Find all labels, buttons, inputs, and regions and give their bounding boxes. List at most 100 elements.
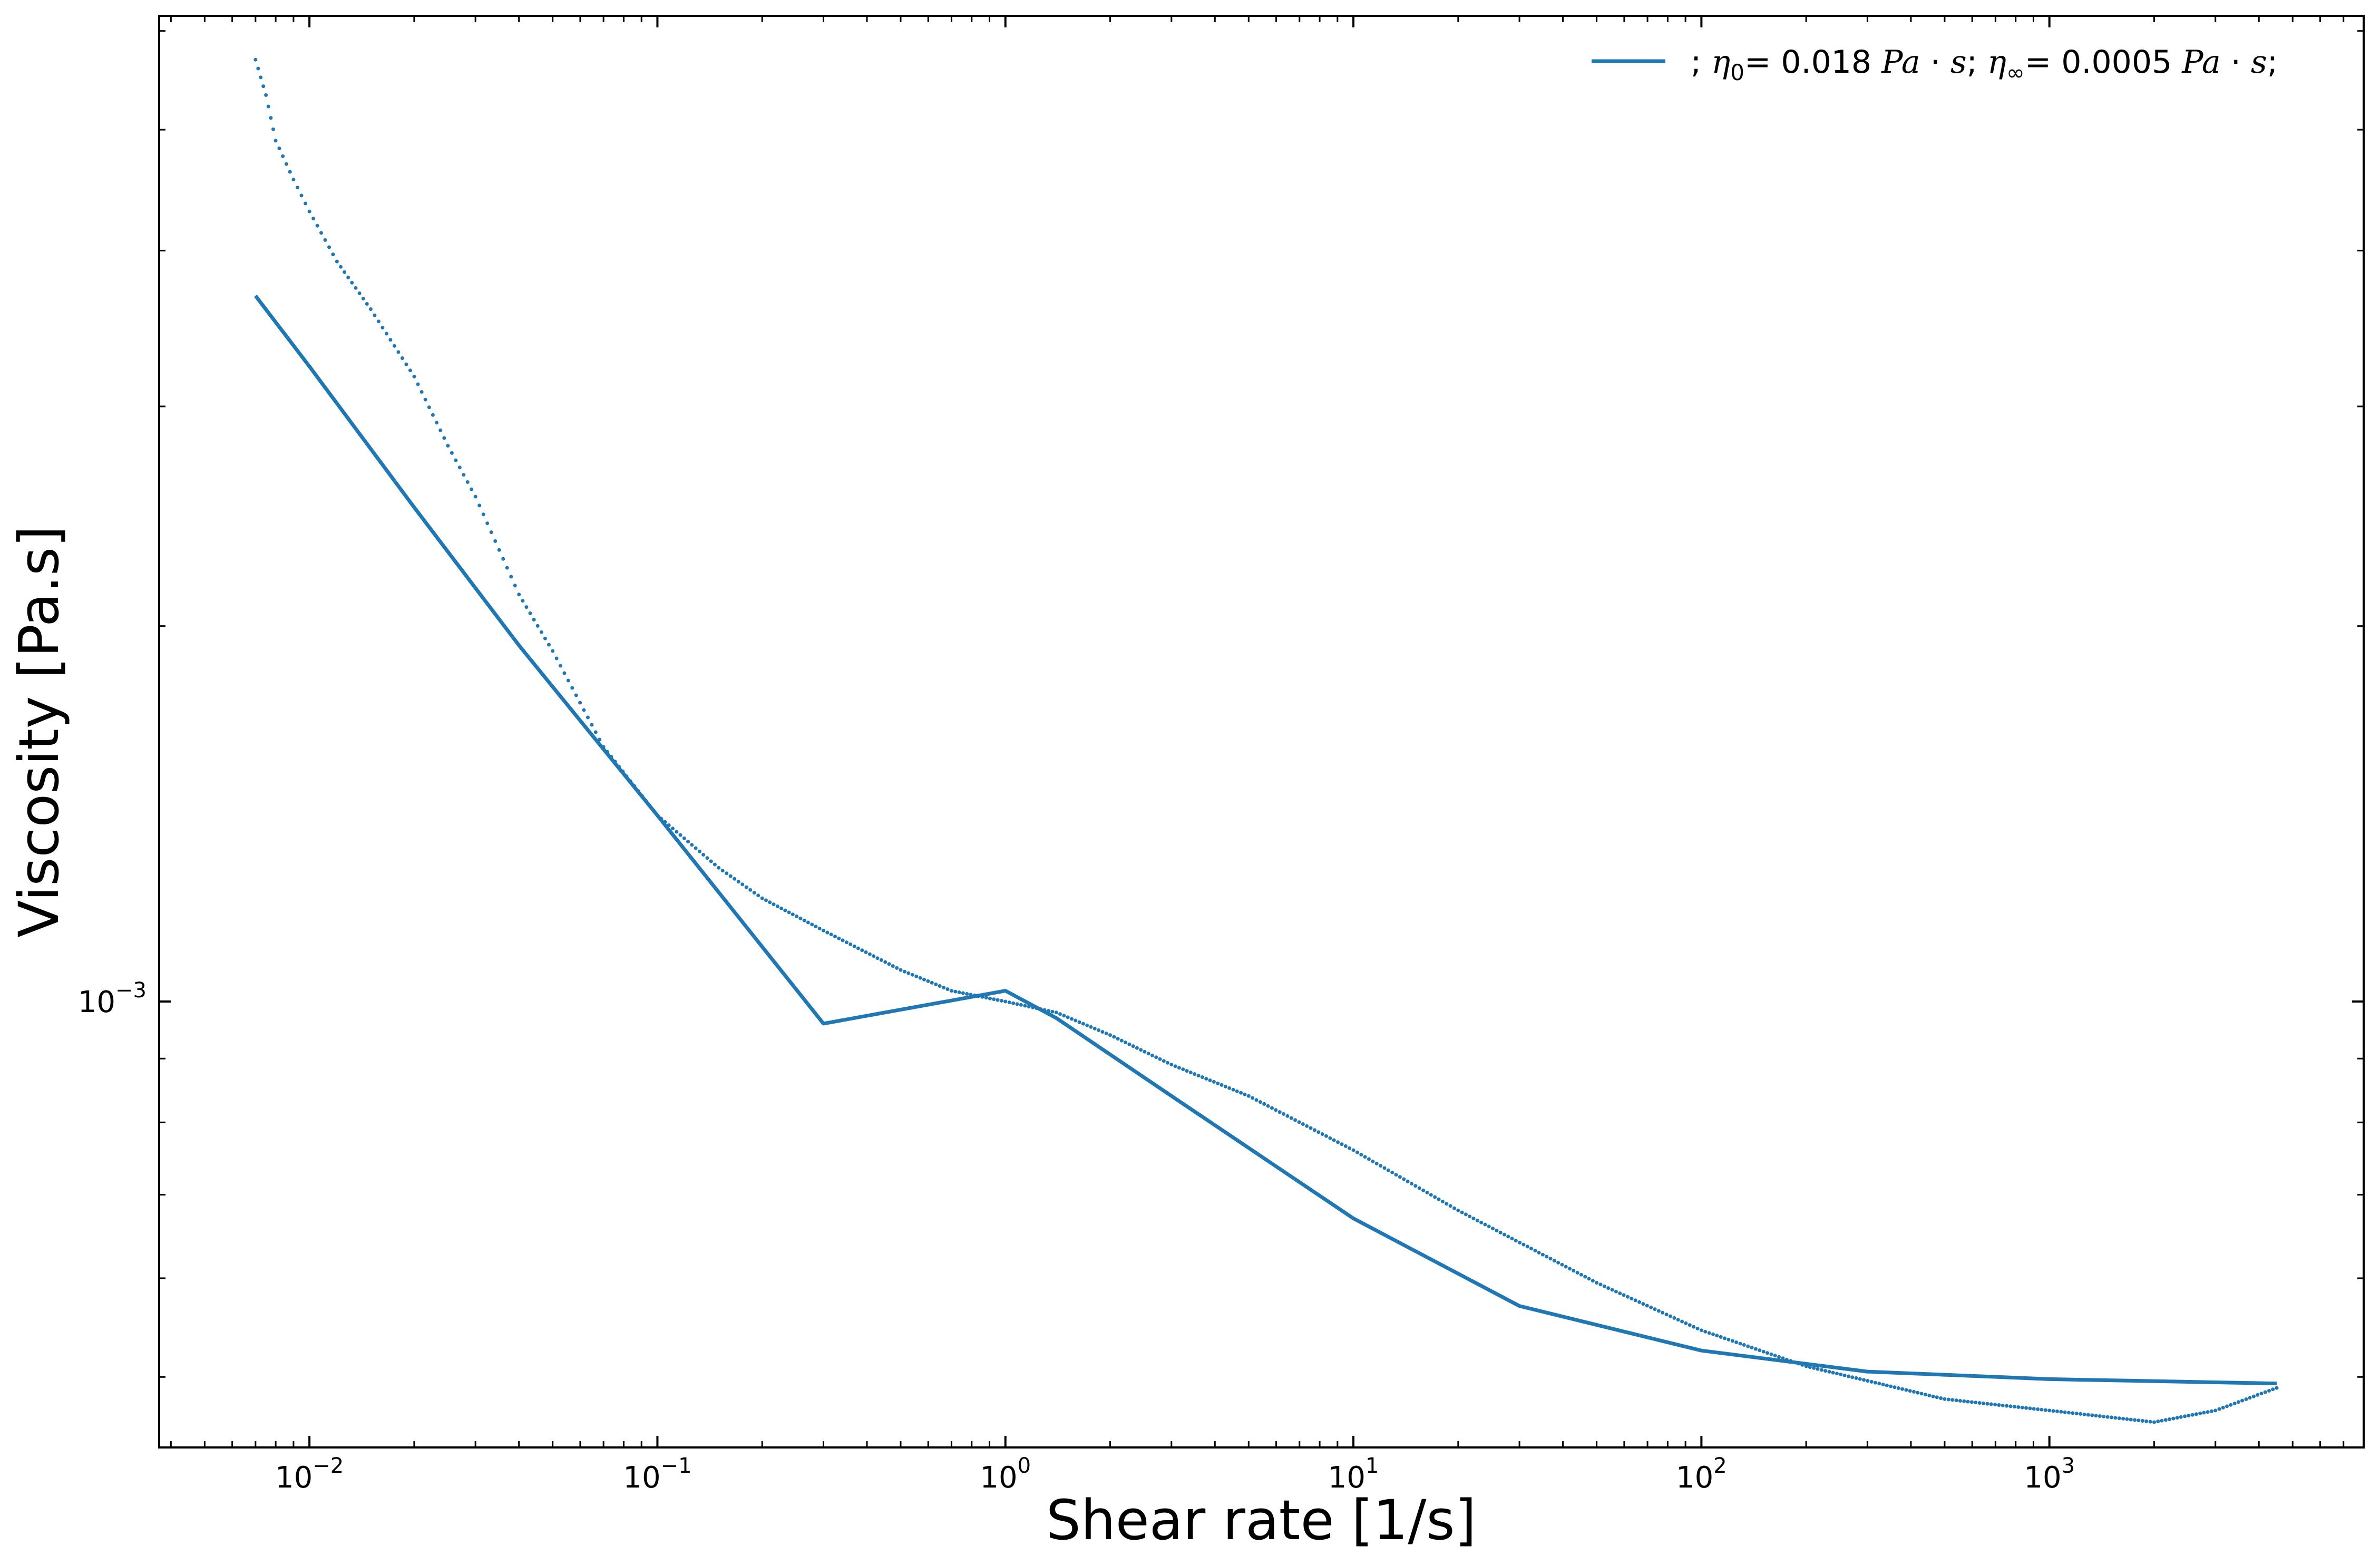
- measured-data-point: [1719, 1335, 1723, 1339]
- measured-data-point: [1919, 1392, 1924, 1396]
- measured-data-point: [1282, 1112, 1285, 1116]
- measured-data-point: [705, 856, 709, 860]
- measured-data-point: [420, 390, 424, 394]
- measured-data-point: [752, 891, 756, 895]
- measured-data-point: [1058, 1012, 1062, 1016]
- measured-data-point: [1243, 1092, 1247, 1096]
- measured-data-point: [256, 66, 260, 71]
- measured-data-point: [2217, 1407, 2221, 1411]
- measured-data-point: [1312, 1128, 1316, 1132]
- measured-data-point: [1429, 1193, 1433, 1197]
- measured-data-point: [284, 162, 288, 166]
- measured-data-point: [578, 701, 582, 705]
- measured-data-point: [1035, 1006, 1039, 1010]
- measured-data-point: [950, 989, 953, 993]
- measured-data-point: [271, 127, 275, 131]
- measured-data-point: [775, 904, 779, 908]
- measured-data-point: [493, 539, 498, 543]
- measured-data-point: [2102, 1414, 2106, 1418]
- measured-data-point: [713, 862, 717, 867]
- measured-data-point: [1881, 1383, 1885, 1387]
- measured-data-point: [501, 557, 505, 561]
- measured-data-point: [1850, 1375, 1855, 1379]
- measured-data-point: [1854, 1376, 1858, 1380]
- measured-data-point: [489, 530, 493, 534]
- measured-data-point: [1939, 1396, 1943, 1400]
- measured-data-point: [1614, 1289, 1618, 1294]
- measured-data-point: [1270, 1106, 1274, 1110]
- measured-data-point: [914, 974, 919, 978]
- measured-data-point: [2074, 1412, 2079, 1416]
- measured-data-point: [1309, 1126, 1313, 1130]
- measured-data-point: [1812, 1366, 1816, 1370]
- measured-data-point: [2137, 1418, 2141, 1423]
- measured-data-point: [450, 451, 454, 455]
- measured-data-point: [1529, 1247, 1533, 1251]
- measured-data-point: [2005, 1404, 2009, 1408]
- measured-data-point: [1695, 1326, 1700, 1330]
- measured-data-point: [1070, 1017, 1074, 1021]
- measured-data-point: [408, 368, 412, 373]
- measured-data-point: [930, 980, 934, 985]
- measured-data-point: [528, 611, 532, 615]
- measured-data-point: [1479, 1220, 1484, 1224]
- measured-data-point: [1591, 1279, 1595, 1283]
- measured-data-point: [505, 566, 509, 570]
- y-ticks: 10−3: [78, 30, 2364, 1378]
- measured-data-point: [1212, 1080, 1216, 1084]
- measured-data-point: [694, 846, 698, 850]
- x-tick-label: 100: [980, 1454, 1031, 1495]
- measured-data-point: [1800, 1363, 1804, 1367]
- measured-data-point: [388, 338, 393, 342]
- measured-data-point: [867, 952, 872, 956]
- measured-data-point: [1781, 1356, 1785, 1360]
- measured-data-point: [376, 319, 381, 324]
- measured-data-point: [1042, 1008, 1047, 1012]
- measured-data-point: [748, 888, 753, 892]
- measured-data-point: [837, 936, 841, 940]
- measured-data-point: [1750, 1346, 1754, 1350]
- measured-data-point: [2175, 1416, 2179, 1420]
- measured-data-point: [1150, 1053, 1154, 1057]
- measured-data-point: [864, 950, 868, 954]
- legend-label: ; η0= 0.018 Pa · s; η∞= 0.0005 Pa · s;: [1691, 44, 2278, 85]
- measured-data-point: [675, 830, 679, 834]
- measured-data-point: [431, 413, 435, 417]
- measured-data-point: [2140, 1419, 2144, 1423]
- measured-data-point: [1135, 1046, 1139, 1050]
- measured-data-point: [1185, 1069, 1189, 1073]
- measured-data-point: [1927, 1393, 1932, 1397]
- measured-data-point: [2194, 1412, 2198, 1416]
- measured-data-point: [1100, 1030, 1105, 1034]
- measured-data-point: [1889, 1384, 1893, 1388]
- measured-data-point: [2163, 1418, 2168, 1422]
- measured-data-point: [442, 436, 446, 440]
- measured-data-point: [2113, 1416, 2118, 1420]
- measured-data-point: [1169, 1063, 1174, 1067]
- measured-data-point: [465, 480, 470, 484]
- measured-data-point: [1039, 1007, 1042, 1011]
- measured-data-point: [1340, 1142, 1344, 1146]
- measured-data-point: [1015, 1002, 1019, 1006]
- measured-data-point: [1127, 1042, 1132, 1046]
- measured-data-point: [562, 671, 567, 675]
- measured-data-point: [384, 332, 388, 336]
- measured-data-point: [1177, 1066, 1181, 1070]
- measured-data-point: [1761, 1349, 1766, 1354]
- measured-data-point: [1831, 1370, 1835, 1375]
- measured-data-point: [1808, 1365, 1812, 1369]
- measured-data-point: [1027, 1005, 1031, 1009]
- measured-data-point: [1227, 1086, 1232, 1090]
- measured-data-point: [1950, 1398, 1955, 1402]
- measured-data-point: [1583, 1275, 1587, 1279]
- measured-data-point: [473, 494, 477, 499]
- measured-data-point: [613, 760, 617, 764]
- measured-data-point: [1231, 1087, 1235, 1092]
- measured-data-point: [1977, 1401, 1982, 1405]
- measured-data-point: [1602, 1284, 1606, 1288]
- measured-data-point: [1545, 1255, 1549, 1259]
- measured-data-point: [1262, 1102, 1266, 1106]
- measured-data-point: [1703, 1329, 1708, 1334]
- measured-data-point: [887, 962, 891, 966]
- measured-data-point: [1734, 1340, 1739, 1344]
